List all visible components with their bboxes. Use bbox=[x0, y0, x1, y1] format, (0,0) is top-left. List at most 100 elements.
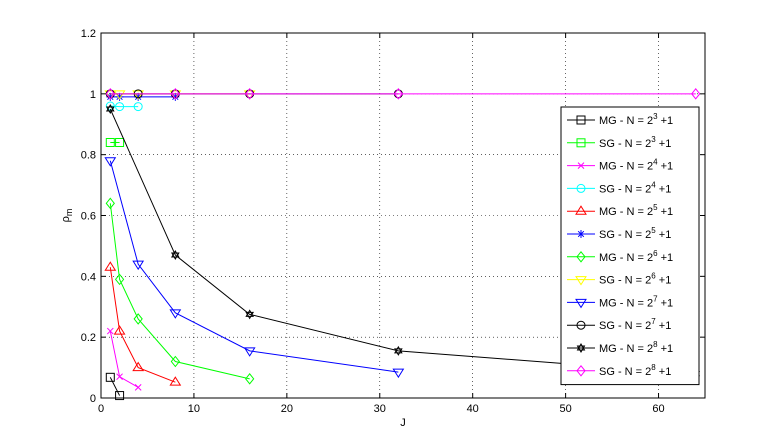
legend-label-suffix: +1 bbox=[656, 366, 672, 378]
data-point bbox=[575, 276, 587, 286]
legend-label-suffix: +1 bbox=[658, 115, 674, 127]
y-tick-label: 0 bbox=[90, 393, 96, 405]
series-line bbox=[109, 203, 250, 380]
y-tick-label: 0.4 bbox=[81, 271, 96, 283]
legend-label-exponent: 7 bbox=[653, 294, 658, 303]
series-3 bbox=[106, 327, 142, 391]
data-point bbox=[691, 88, 701, 100]
data-point bbox=[115, 92, 124, 101]
x-axis-label: J bbox=[400, 417, 406, 429]
legend-label: SG - N = 24 +1 bbox=[599, 180, 671, 195]
series-1 bbox=[105, 372, 125, 401]
legend-label: SG - N = 28 +1 bbox=[599, 363, 671, 378]
legend-label-suffix: +1 bbox=[658, 297, 674, 309]
legend-item: MG - N = 23 +1 bbox=[567, 112, 673, 127]
data-point bbox=[105, 138, 115, 147]
legend-label: MG - N = 25 +1 bbox=[599, 203, 673, 218]
legend-item: SG - N = 24 +1 bbox=[567, 180, 671, 195]
legend-item: SG - N = 26 +1 bbox=[567, 272, 671, 287]
series-9 bbox=[104, 157, 405, 379]
legend-label-exponent: 7 bbox=[651, 317, 656, 326]
legend-label: SG - N = 25 +1 bbox=[599, 226, 671, 241]
data-point bbox=[576, 250, 586, 263]
legend-label: SG - N = 27 +1 bbox=[599, 317, 671, 332]
series-line bbox=[110, 105, 139, 108]
data-point bbox=[576, 364, 586, 377]
legend-label-suffix: +1 bbox=[656, 275, 672, 287]
data-point bbox=[104, 157, 117, 167]
x-tick-label: 40 bbox=[467, 403, 479, 415]
series-line bbox=[109, 160, 399, 373]
data-point bbox=[113, 90, 126, 100]
series-line bbox=[109, 377, 121, 396]
legend: MG - N = 23 +1SG - N = 23 +1MG - N = 24 … bbox=[560, 106, 700, 386]
legend-box bbox=[560, 106, 700, 386]
legend-label-prefix: MG - N = 2 bbox=[599, 297, 653, 309]
data-point bbox=[245, 309, 255, 317]
data-point bbox=[134, 92, 143, 101]
data-point bbox=[114, 273, 125, 286]
series-2 bbox=[105, 138, 125, 147]
data-point bbox=[132, 260, 145, 271]
legend-item: MG - N = 27 +1 bbox=[567, 294, 673, 309]
y-axis-label-subscript: m bbox=[64, 209, 74, 217]
data-point bbox=[575, 298, 587, 309]
x-tick-label: 0 bbox=[98, 403, 104, 415]
legend-label-exponent: 8 bbox=[651, 363, 656, 372]
data-point bbox=[104, 261, 117, 271]
legend-label-prefix: MG - N = 2 bbox=[599, 252, 653, 264]
data-point bbox=[245, 311, 255, 320]
data-point bbox=[169, 376, 182, 386]
data-point bbox=[575, 205, 587, 215]
data-point bbox=[392, 368, 405, 379]
data-point bbox=[171, 92, 180, 101]
data-point bbox=[115, 102, 125, 112]
data-point bbox=[576, 320, 586, 330]
data-point bbox=[169, 90, 182, 100]
series-12 bbox=[105, 88, 701, 100]
legend-label-exponent: 5 bbox=[653, 203, 658, 212]
legend-label-suffix: +1 bbox=[656, 229, 672, 241]
legend-label-suffix: +1 bbox=[658, 252, 674, 264]
legend-item: SG - N = 25 +1 bbox=[567, 226, 671, 241]
y-tick-label: 1 bbox=[90, 89, 96, 101]
ticks: 0 10 20 30 40 50 60 0 0.2 0.4 0.6 0.8 1 1.2 bbox=[81, 28, 705, 415]
legend-label-prefix: MG - N = 2 bbox=[599, 206, 653, 218]
legend-label: MG - N = 26 +1 bbox=[599, 249, 673, 264]
legend-label-prefix: SG - N = 2 bbox=[599, 275, 651, 287]
series-line bbox=[109, 267, 176, 383]
legend-label-prefix: MG - N = 2 bbox=[599, 343, 653, 355]
legend-item: MG - N = 26 +1 bbox=[567, 249, 673, 264]
data-point bbox=[133, 102, 143, 112]
legend-label-prefix: SG - N = 2 bbox=[599, 366, 651, 378]
legend-label: MG - N = 28 +1 bbox=[599, 340, 673, 355]
legend-label-exponent: 8 bbox=[653, 340, 658, 349]
data-point bbox=[243, 90, 256, 100]
data-point bbox=[394, 348, 403, 356]
data-point bbox=[105, 88, 115, 100]
y-axis-label: ρm bbox=[60, 209, 74, 223]
data-point bbox=[171, 250, 180, 258]
data-point bbox=[115, 391, 125, 401]
data-point bbox=[170, 355, 180, 368]
legend-label-suffix: +1 bbox=[658, 161, 674, 173]
x-tick-label: 50 bbox=[559, 403, 571, 415]
legend-item: MG - N = 24 +1 bbox=[567, 158, 673, 173]
x-tick-label: 10 bbox=[188, 403, 200, 415]
x-tick-label: 60 bbox=[652, 403, 664, 415]
legend-label-prefix: SG - N = 2 bbox=[599, 229, 651, 241]
series-5 bbox=[104, 261, 182, 386]
data-point bbox=[577, 162, 585, 169]
data-point bbox=[105, 372, 115, 382]
series-layer bbox=[104, 88, 701, 401]
data-point bbox=[245, 373, 255, 385]
legend-label-suffix: +1 bbox=[658, 343, 674, 355]
data-point bbox=[105, 106, 115, 115]
data-point bbox=[105, 104, 115, 112]
legend-label-exponent: 3 bbox=[651, 135, 656, 144]
data-point bbox=[577, 230, 585, 238]
y-tick-label: 0.2 bbox=[81, 332, 96, 344]
legend-label-prefix: SG - N = 2 bbox=[599, 183, 651, 195]
legend-label-exponent: 3 bbox=[653, 112, 658, 121]
